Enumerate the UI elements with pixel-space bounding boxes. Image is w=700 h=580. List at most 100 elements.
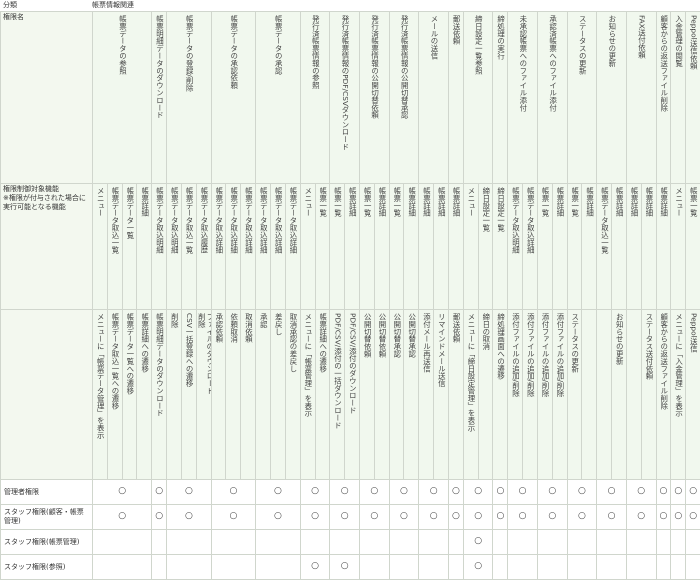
function-cell: 帳票詳細 (345, 184, 360, 310)
permission-mark: ○ (152, 480, 166, 502)
permission-name-cell: 発行済帳票情報のPDF/CSVダウンロード (330, 12, 360, 184)
function-cell: 帳票一覧 (360, 184, 375, 310)
permission-mark-cell: · (419, 530, 449, 555)
function-name: 帳票詳細 (407, 184, 416, 217)
action-name: ファイルのダウンロード 削除 (197, 310, 211, 394)
permission-mark: ○ (93, 480, 151, 502)
action-cell: 添付メール再送信 (419, 310, 434, 480)
permission-name: 帳票データの承認依頼 (229, 12, 238, 89)
function-name: 帳票詳細 (585, 184, 594, 217)
permission-name-cell: お知らせの更新 (597, 12, 627, 184)
permission-mark: · (330, 530, 359, 552)
action-name: 公開切替承認 (392, 310, 401, 357)
permission-mark-cell: · (211, 555, 256, 580)
action-cell: 依頼取消 (226, 310, 241, 480)
permission-name-cell: Peppol送信依頼 (686, 12, 700, 184)
permission-mark: ○ (301, 480, 330, 502)
permission-mark: ○ (212, 505, 256, 527)
permission-mark: · (360, 555, 389, 577)
action-name: 依頼取消 (229, 310, 238, 343)
permission-mark: · (568, 530, 597, 552)
function-cell: 帳票データ取込詳細 (241, 184, 256, 310)
permission-mark: ○ (671, 480, 685, 502)
permission-mark: ○ (167, 505, 211, 527)
permission-mark-cell: · (448, 555, 463, 580)
permission-mark-cell: ○ (537, 505, 567, 530)
function-name: 帳票データ取込詳細 (274, 184, 283, 254)
permission-mark-cell: · (671, 555, 686, 580)
action-cell: 削除 (167, 310, 182, 480)
permission-mark-cell: · (152, 555, 167, 580)
permission-mark: · (152, 530, 166, 552)
permission-mark: ○ (330, 480, 359, 502)
permission-mark-cell: · (419, 555, 449, 580)
function-cell: 帳票詳細 (137, 184, 152, 310)
permission-name-cell: FAX送付依頼 (626, 12, 656, 184)
permission-mark: · (167, 530, 211, 552)
permission-mark-cell: · (493, 530, 508, 555)
function-cell: 帳票詳細 (626, 184, 641, 310)
action-name: 添付メール再送信 (422, 310, 431, 372)
action-cell (626, 310, 641, 480)
permission-mark-cell: · (167, 530, 212, 555)
permission-name: 締日設定一覧参照 (474, 12, 483, 74)
function-cell: 帳票データ取込詳細 (271, 184, 286, 310)
permission-mark-cell: · (330, 530, 360, 555)
permission-mark: · (538, 530, 567, 552)
permission-name: メールの送信 (429, 12, 438, 59)
permission-mark: · (627, 555, 656, 577)
permission-mark-cell: · (537, 555, 567, 580)
permission-mark-cell: ○ (419, 480, 449, 505)
function-name: 帳票データ取込詳細 (214, 184, 223, 254)
permission-mark-cell: ○ (256, 505, 301, 530)
permission-mark-cell: ○ (671, 505, 686, 530)
permission-mark: ○ (671, 505, 685, 527)
function-name: 帳票一覧 (333, 184, 342, 217)
permission-mark: ○ (464, 480, 493, 502)
action-cell: CSV一括登録への遷移 (181, 310, 196, 480)
permission-mark: ○ (419, 480, 448, 502)
action-name: メニューに「締日設定管理」を表示 (466, 310, 475, 431)
permission-mark-cell: ○ (448, 480, 463, 505)
action-name: 公開切替承認 (407, 310, 416, 357)
permission-mark-cell: ○ (537, 480, 567, 505)
function-cell: 帳票詳細 (434, 184, 449, 310)
permission-mark-cell: · (686, 555, 700, 580)
permission-name: 未承認帳票へのファイル添付 (518, 12, 527, 111)
function-name: 帳票詳細 (555, 184, 564, 217)
permission-name-cell: 帳票データの承認 (256, 12, 301, 184)
permission-mark-cell: · (256, 555, 301, 580)
row-label-permission-name: 権限名 (1, 12, 93, 184)
action-name: 公開切替依頼 (377, 310, 386, 357)
permission-mark-cell: ○ (330, 555, 360, 580)
action-name: 添付ファイルの追加/削除 (555, 310, 564, 397)
permission-mark-cell: ○ (211, 480, 256, 505)
permission-mark: ○ (686, 505, 700, 527)
function-name: 帳票詳細 (659, 184, 668, 217)
permission-name: 帳票データの登録/削除 (185, 12, 194, 92)
function-name: 帳票詳細 (348, 184, 357, 217)
permission-mark: ○ (256, 505, 300, 527)
action-name: 取消承認の差戻し (289, 310, 298, 372)
permission-mark: · (212, 555, 256, 577)
permission-mark-cell: ○ (167, 505, 212, 530)
function-name: メニュー (466, 184, 475, 217)
action-name: メニューに「帳票データ管理」を表示 (96, 310, 105, 439)
function-cell: メニュー (671, 184, 686, 310)
permission-mark-cell: ○ (493, 505, 508, 530)
permission-mark: ○ (493, 505, 507, 527)
permission-mark-cell: ○ (93, 505, 152, 530)
function-cell: 帳票一覧 (567, 184, 582, 310)
permission-mark-cell: · (152, 530, 167, 555)
permission-mark-cell: · (597, 555, 627, 580)
function-name: 帳票データ取込詳細 (229, 184, 238, 254)
function-cell: メニュー (93, 184, 108, 310)
function-name: 帳票データ取込詳細 (526, 184, 535, 254)
permission-mark-cell: ○ (463, 530, 493, 555)
function-name: 帳票データ取込明細 (511, 184, 520, 254)
permission-mark-cell: ○ (360, 480, 390, 505)
permission-mark-cell: ○ (300, 505, 330, 530)
permission-name-cell: 発行済帳票情報の参照 (300, 12, 330, 184)
function-cell: 帳票データ取込詳細 (523, 184, 538, 310)
function-cell: 帳票一覧 (330, 184, 345, 310)
